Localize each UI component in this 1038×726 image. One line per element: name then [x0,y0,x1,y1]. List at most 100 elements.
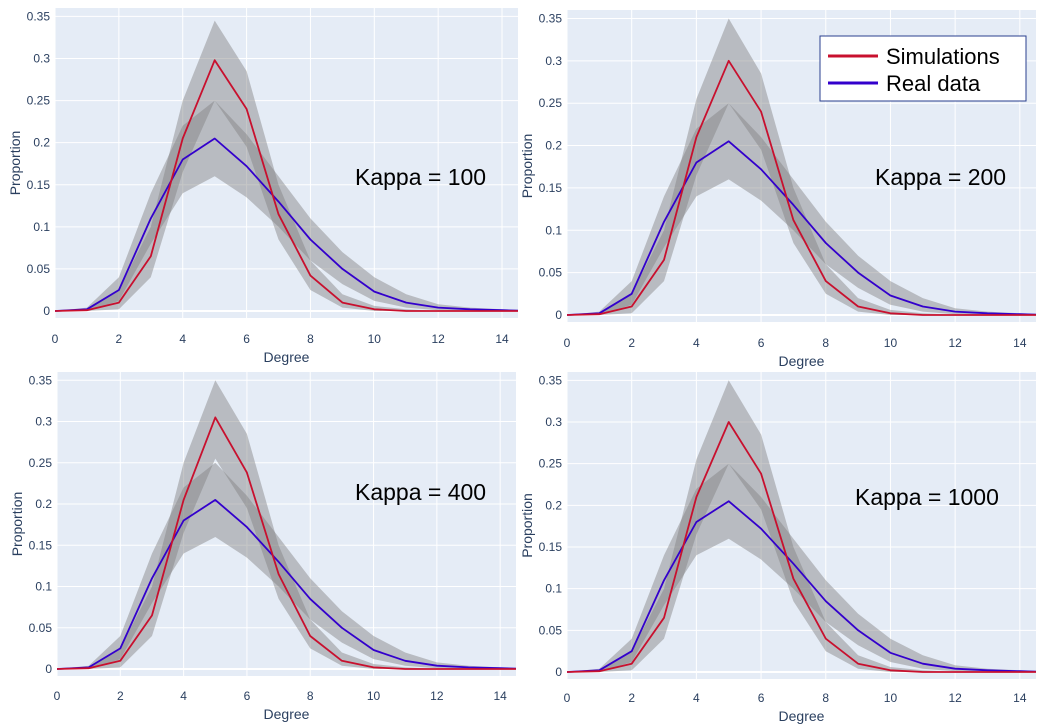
x-tick-label: 0 [52,332,59,346]
y-tick-label: 0 [45,662,52,676]
x-tick-label: 6 [243,332,250,346]
y-tick-label: 0.25 [539,457,563,471]
legend-label: Simulations [886,44,1000,69]
kappa-annotation: Kappa = 1000 [855,484,999,510]
line-real-data [567,140,1036,316]
x-tick-label: 8 [822,336,829,350]
x-tick-label: 8 [822,691,829,705]
x-tick-label: 2 [116,332,123,346]
y-axis-title: Proportion [519,134,535,199]
y-tick-label: 0.3 [33,52,50,66]
y-tick-label: 0.3 [35,415,52,429]
y-tick-label: 0.15 [27,178,51,192]
x-tick-label: 0 [564,691,571,705]
plot-area [57,372,516,676]
legend-box [819,35,1027,102]
x-tick-label: 4 [179,332,186,346]
y-tick-label: 0 [43,304,50,318]
x-tick-label: 6 [758,691,765,705]
y-tick-label: 0.2 [33,136,50,150]
kappa-annotation: Kappa = 200 [875,164,1006,190]
y-tick-label: 0.05 [539,266,563,280]
y-tick-label: 0.25 [27,94,51,108]
band-real-data [567,103,1036,315]
x-tick-label: 12 [948,691,962,705]
x-axis-title: Degree [264,706,310,722]
x-tick-label: 4 [693,691,700,705]
x-tick-label: 2 [628,691,635,705]
y-tick-label: 0.3 [545,54,562,68]
y-tick-label: 0.1 [545,223,562,237]
x-tick-label: 14 [1013,691,1027,705]
x-tick-label: 12 [948,336,962,350]
x-axis-title: Degree [264,349,310,365]
plot-area [55,8,518,318]
y-tick-label: 0.3 [545,415,562,429]
chart-panel-2: 0 0.05 0.1 0.15 0.2 0.25 0.3 0.35 0 2 4 6 8 10 12 14 Deg… [519,10,1036,369]
line-real-data [567,500,1036,673]
x-tick-label: 2 [117,689,124,703]
y-tick-label: 0.1 [33,220,50,234]
line-simulations [57,416,516,670]
x-tick-label: 14 [493,689,507,703]
x-tick-label: 10 [884,691,898,705]
x-tick-label: 14 [1013,336,1027,350]
y-tick-label: 0.2 [35,497,52,511]
x-tick-label: 12 [430,689,444,703]
y-tick-label: 0.35 [539,373,563,387]
line-simulations [55,59,518,312]
x-tick-label: 6 [758,336,765,350]
line-simulations [567,59,1036,316]
y-tick-label: 0 [555,665,562,679]
y-tick-label: 0.35 [29,373,53,387]
x-tick-label: 14 [495,332,509,346]
y-tick-label: 0.2 [545,498,562,512]
y-tick-label: 0.2 [545,139,562,153]
y-tick-label: 0.1 [545,582,562,596]
y-axis-title: Proportion [7,131,23,196]
kappa-annotation: Kappa = 400 [355,479,486,505]
band-simulations [57,380,516,669]
x-tick-label: 10 [367,689,381,703]
y-tick-label: 0.25 [29,456,53,470]
x-tick-label: 10 [884,336,898,350]
y-tick-label: 0.35 [27,9,51,23]
x-tick-label: 0 [564,336,571,350]
y-tick-label: 0.05 [29,621,53,635]
band-simulations [567,380,1036,672]
x-tick-label: 10 [368,332,382,346]
x-tick-label: 4 [693,336,700,350]
line-real-data [55,137,518,312]
y-tick-label: 0.15 [539,181,563,195]
y-axis-title: Proportion [519,493,535,558]
y-tick-label: 0.35 [539,11,563,25]
chart-panel-3: 0 0.05 0.1 0.15 0.2 0.25 0.3 0.35 0 2 4 6 8 10 12 14 Deg… [9,372,516,722]
x-tick-label: 12 [431,332,445,346]
plot-area [567,372,1036,679]
band-real-data [57,462,516,669]
x-axis-title: Degree [779,708,825,724]
chart-panel-1: 0 0.05 0.1 0.15 0.2 0.25 0.3 0.35 0 2 4 6 8 10 12 14 Deg… [7,8,518,365]
x-tick-label: 8 [307,689,314,703]
band-real-data [55,100,518,311]
y-tick-label: 0 [555,308,562,322]
band-real-data [567,463,1036,672]
x-tick-label: 0 [54,689,61,703]
x-tick-label: 6 [244,689,251,703]
x-axis-title: Degree [779,353,825,369]
y-tick-label: 0.05 [27,262,51,276]
y-tick-label: 0.25 [539,96,563,110]
y-tick-label: 0.15 [539,540,563,554]
x-tick-label: 4 [180,689,187,703]
y-tick-label: 0.1 [35,580,52,594]
x-tick-label: 2 [628,336,635,350]
y-axis-title: Proportion [9,492,25,557]
line-real-data [57,498,516,670]
chart-panel-4: 0 0.05 0.1 0.15 0.2 0.25 0.3 0.35 0 2 4 6 8 10 12 14 Deg… [519,372,1036,724]
y-tick-label: 0.05 [539,623,563,637]
legend-label: Real data [886,71,981,96]
x-tick-label: 8 [307,332,314,346]
line-simulations [567,421,1036,673]
